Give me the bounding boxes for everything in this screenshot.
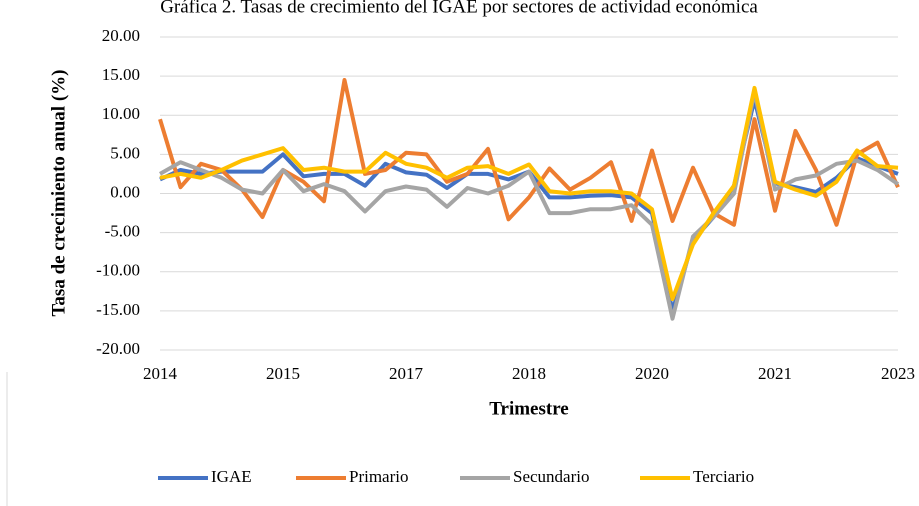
series-line xyxy=(159,85,899,302)
legend-label: Primario xyxy=(349,467,409,486)
x-tick-label: 2017 xyxy=(389,364,424,383)
y-tick-label: 20.00 xyxy=(102,26,140,45)
y-tick-label: -10.00 xyxy=(96,261,140,280)
legend-label: Terciario xyxy=(693,467,754,486)
y-tick-label: -15.00 xyxy=(96,300,140,319)
legend-label: IGAE xyxy=(211,467,252,486)
series-line xyxy=(159,89,900,321)
y-tick-label: 5.00 xyxy=(110,143,140,162)
x-tick-label: 2014 xyxy=(143,364,178,383)
y-tick-label: 0.00 xyxy=(110,182,140,201)
y-tick-label: -20.00 xyxy=(96,339,140,358)
legend-label: Secundario xyxy=(513,467,589,486)
x-tick-label: 2021 xyxy=(758,364,792,383)
y-axis-label: Tasa de crecimiento anual (%) xyxy=(48,70,69,317)
x-tick-label: 2015 xyxy=(266,364,300,383)
x-tick-label: 2023 xyxy=(881,364,915,383)
series-line xyxy=(159,97,899,313)
y-tick-label: 10.00 xyxy=(102,104,140,123)
chart-title: Gráfica 2. Tasas de crecimiento del IGAE… xyxy=(160,0,758,17)
x-tick-label: 2018 xyxy=(512,364,546,383)
y-tick-label: -5.00 xyxy=(105,222,140,241)
y-tick-label: 15.00 xyxy=(102,65,140,84)
x-tick-label: 2020 xyxy=(635,364,669,383)
x-axis-label: Trimestre xyxy=(489,398,568,419)
